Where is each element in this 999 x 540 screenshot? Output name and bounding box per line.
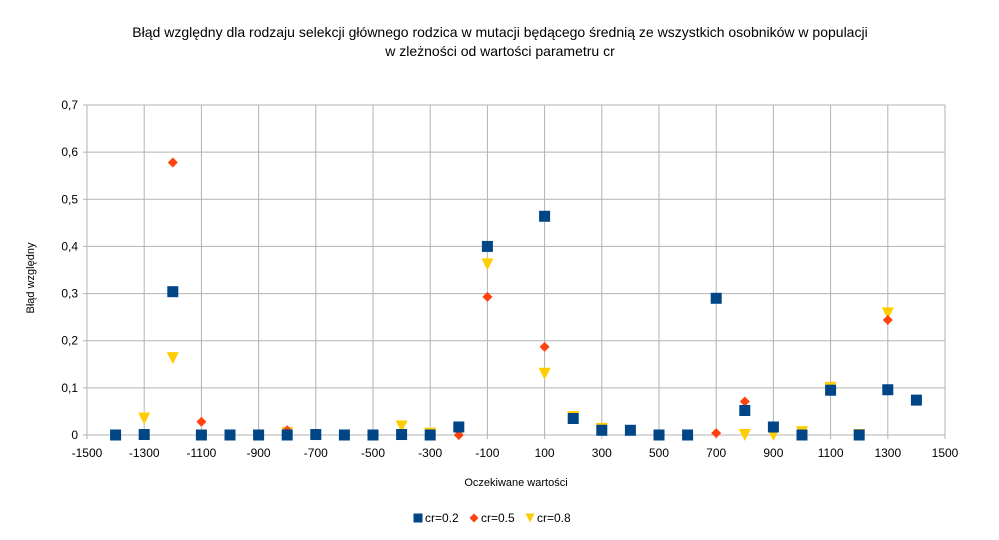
chart-title-line-2: w zleżności od wartości parametru cr <box>384 43 615 59</box>
data-point-cr=0.2-25 <box>853 429 865 441</box>
y-tick-label-0: 0 <box>71 428 78 442</box>
data-points <box>110 157 922 441</box>
data-point-cr=0.5-7 <box>539 341 550 352</box>
y-tick-label-7: 0,7 <box>61 98 78 112</box>
series-cr=0.2 <box>110 210 922 441</box>
data-point-cr=0.2-22 <box>767 421 779 433</box>
data-point-cr=0.8-14 <box>881 307 894 320</box>
x-tick-label-4: -700 <box>304 446 328 460</box>
data-point-cr=0.5-11 <box>882 314 893 325</box>
data-point-cr=0.2-18 <box>653 429 665 441</box>
legend-label-cr=0.2: cr=0.2 <box>425 511 459 525</box>
x-tick-label-0: -1500 <box>72 446 103 460</box>
data-point-cr=0.2-21 <box>739 404 751 416</box>
x-tick-label-9: 300 <box>592 446 612 460</box>
data-point-cr=0.2-19 <box>682 429 694 441</box>
x-tick-label-13: 1100 <box>818 446 844 460</box>
x-tick-label-1: -1300 <box>129 446 160 460</box>
data-point-cr=0.2-0 <box>110 429 122 441</box>
data-point-cr=0.8-3 <box>395 420 408 433</box>
data-point-cr=0.8-1 <box>166 352 179 365</box>
data-point-cr=0.2-8 <box>338 429 350 441</box>
data-point-cr=0.2-11 <box>424 429 436 441</box>
x-tick-label-3: -900 <box>247 446 271 460</box>
legend-label-cr=0.5: cr=0.5 <box>481 511 515 525</box>
data-point-cr=0.2-15 <box>567 413 579 424</box>
legend-label-cr=0.8: cr=0.8 <box>537 511 571 525</box>
data-point-cr=0.2-26 <box>882 384 894 396</box>
x-tick-label-2: -1100 <box>186 446 216 460</box>
data-point-cr=0.2-10 <box>396 429 408 441</box>
data-point-cr=0.5-8 <box>711 428 722 439</box>
legend: cr=0.2 cr=0.5 cr=0.8 <box>413 511 571 525</box>
x-tick-label-15: 1500 <box>932 446 959 460</box>
y-tick-label-2: 0,2 <box>61 334 78 348</box>
data-point-cr=0.2-24 <box>825 384 837 396</box>
data-point-cr=0.2-9 <box>367 429 379 441</box>
y-tick-label-5: 0,5 <box>61 192 78 206</box>
gridlines <box>86 104 946 436</box>
x-tick-label-8: 100 <box>535 446 555 460</box>
data-point-cr=0.2-2 <box>167 286 179 298</box>
data-point-cr=0.2-1 <box>138 429 150 441</box>
data-point-cr=0.8-9 <box>738 429 751 441</box>
y-tick-label-6: 0,6 <box>61 145 78 159</box>
x-tick-label-5: -500 <box>361 446 385 460</box>
y-tick-label-1: 0,1 <box>61 381 78 395</box>
data-point-cr=0.8-6 <box>538 367 551 380</box>
data-point-cr=0.8-5 <box>481 258 494 271</box>
legend-marker-cr=0.2 <box>413 513 423 523</box>
data-point-cr=0.5-1 <box>196 416 207 427</box>
legend-marker-cr=0.8 <box>525 513 535 523</box>
x-tick-label-12: 900 <box>763 446 783 460</box>
x-tick-label-6: -300 <box>418 446 442 460</box>
y-tick-label-4: 0,4 <box>61 239 78 253</box>
x-tick-label-14: 1300 <box>874 446 901 460</box>
data-point-cr=0.5-5 <box>453 430 464 440</box>
x-axis-label: Oczekiwane wartości <box>464 477 567 489</box>
data-point-cr=0.2-23 <box>796 429 808 441</box>
y-tick-labels: 0 0,1 0,2 0,3 0,4 0,5 0,6 0,7 <box>61 98 78 442</box>
data-point-cr=0.2-12 <box>453 421 465 433</box>
data-point-cr=0.2-13 <box>481 240 493 252</box>
x-tick-label-7: -100 <box>475 446 499 460</box>
data-point-cr=0.2-4 <box>224 429 236 441</box>
legend-marker-cr=0.5 <box>469 513 479 523</box>
data-point-cr=0.2-17 <box>624 424 636 436</box>
data-point-cr=0.5-9 <box>739 396 750 407</box>
data-point-cr=0.2-3 <box>195 429 207 441</box>
data-point-cr=0.2-14 <box>539 210 551 222</box>
x-tick-label-10: 500 <box>649 446 669 460</box>
data-point-cr=0.5-6 <box>482 291 493 302</box>
data-point-cr=0.2-20 <box>710 292 722 304</box>
x-tick-label-11: 700 <box>706 446 726 460</box>
data-point-cr=0.2-16 <box>596 424 608 436</box>
data-point-cr=0.8-0 <box>138 412 151 425</box>
data-point-cr=0.2-7 <box>310 429 322 441</box>
chart-title-line-1: Błąd względny dla rodzaju selekcji główn… <box>132 24 867 40</box>
data-point-cr=0.2-27 <box>910 394 922 406</box>
data-point-cr=0.5-0 <box>167 157 178 168</box>
y-axis-label: Błąd względny <box>25 242 37 313</box>
y-tick-label-3: 0,3 <box>61 287 78 301</box>
data-point-cr=0.2-5 <box>253 429 265 441</box>
x-tick-labels: -1500 -1300 -1100 -900 -700 -500 -300 -100 100 30… <box>72 446 959 460</box>
data-point-cr=0.2-6 <box>281 429 293 441</box>
